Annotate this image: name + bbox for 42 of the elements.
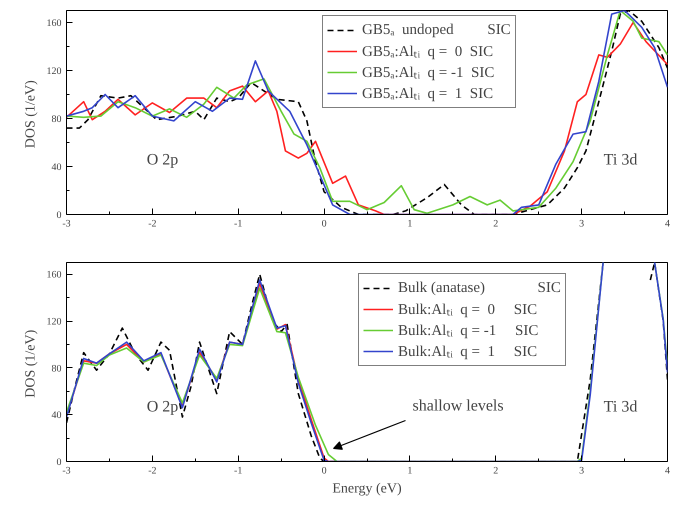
y-tick-label: 40 xyxy=(52,410,62,422)
x-tick-label: 2 xyxy=(493,466,498,476)
x-tick-label: 1 xyxy=(407,466,412,476)
x-tick-label: 3 xyxy=(579,218,584,230)
x-tick-label: 0 xyxy=(322,466,327,476)
y-tick-label: 40 xyxy=(52,162,62,173)
annotation: Ti 3d xyxy=(604,398,638,416)
x-tick-label: 2 xyxy=(493,218,498,230)
legend-label: GB5ₐ:Alₜᵢ q = 0 SIC xyxy=(362,43,494,61)
x-tick-label: 0 xyxy=(322,218,327,230)
x-tick-label: -2 xyxy=(148,218,157,230)
annotation: O 2p xyxy=(146,398,178,416)
legend-label: GB5ₐ:Alₜᵢ q = -1 SIC xyxy=(362,64,494,82)
legend-label: Bulk:Alₜᵢ q = -1 SIC xyxy=(398,322,538,340)
y-tick-label: 80 xyxy=(52,363,62,374)
x-tick-label: 4 xyxy=(665,218,670,230)
y-axis-title: DOS (1/eV) xyxy=(24,80,38,148)
legend-label: GB5ₐ undoped SIC xyxy=(362,22,511,38)
x-tick-label: 4 xyxy=(665,466,670,476)
y-tick-label: 160 xyxy=(46,18,62,29)
y-tick-label: 120 xyxy=(46,66,62,77)
y-tick-label: 160 xyxy=(46,270,62,281)
y-tick-label: 0 xyxy=(56,457,62,468)
annotation: Ti 3d xyxy=(604,152,638,168)
x-tick-label: 3 xyxy=(579,466,584,476)
y-tick-label: 80 xyxy=(52,114,62,125)
annotation: O 2p xyxy=(146,152,178,168)
x-tick-label: -3 xyxy=(62,218,71,230)
legend-label: Bulk:Alₜᵢ q = 0 SIC xyxy=(398,301,538,319)
legend-label: Bulk:Alₜᵢ q = 1 SIC xyxy=(398,343,538,361)
y-axis-title: DOS (1/eV) xyxy=(24,329,38,398)
x-tick-label: -1 xyxy=(234,218,242,230)
legend-label: GB5ₐ:Alₜᵢ q = 1 SIC xyxy=(362,85,494,103)
y-tick-label: 0 xyxy=(56,210,62,221)
annotation: shallow levels xyxy=(412,398,504,414)
x-axis-title: Energy (eV) xyxy=(332,482,402,496)
y-tick-label: 120 xyxy=(46,316,62,328)
x-tick-label: 1 xyxy=(407,218,412,230)
x-tick-label: -1 xyxy=(234,466,242,476)
x-tick-label: -2 xyxy=(148,466,157,476)
x-tick-label: -3 xyxy=(62,466,71,476)
legend-label: Bulk (anatase) SIC xyxy=(398,280,561,296)
